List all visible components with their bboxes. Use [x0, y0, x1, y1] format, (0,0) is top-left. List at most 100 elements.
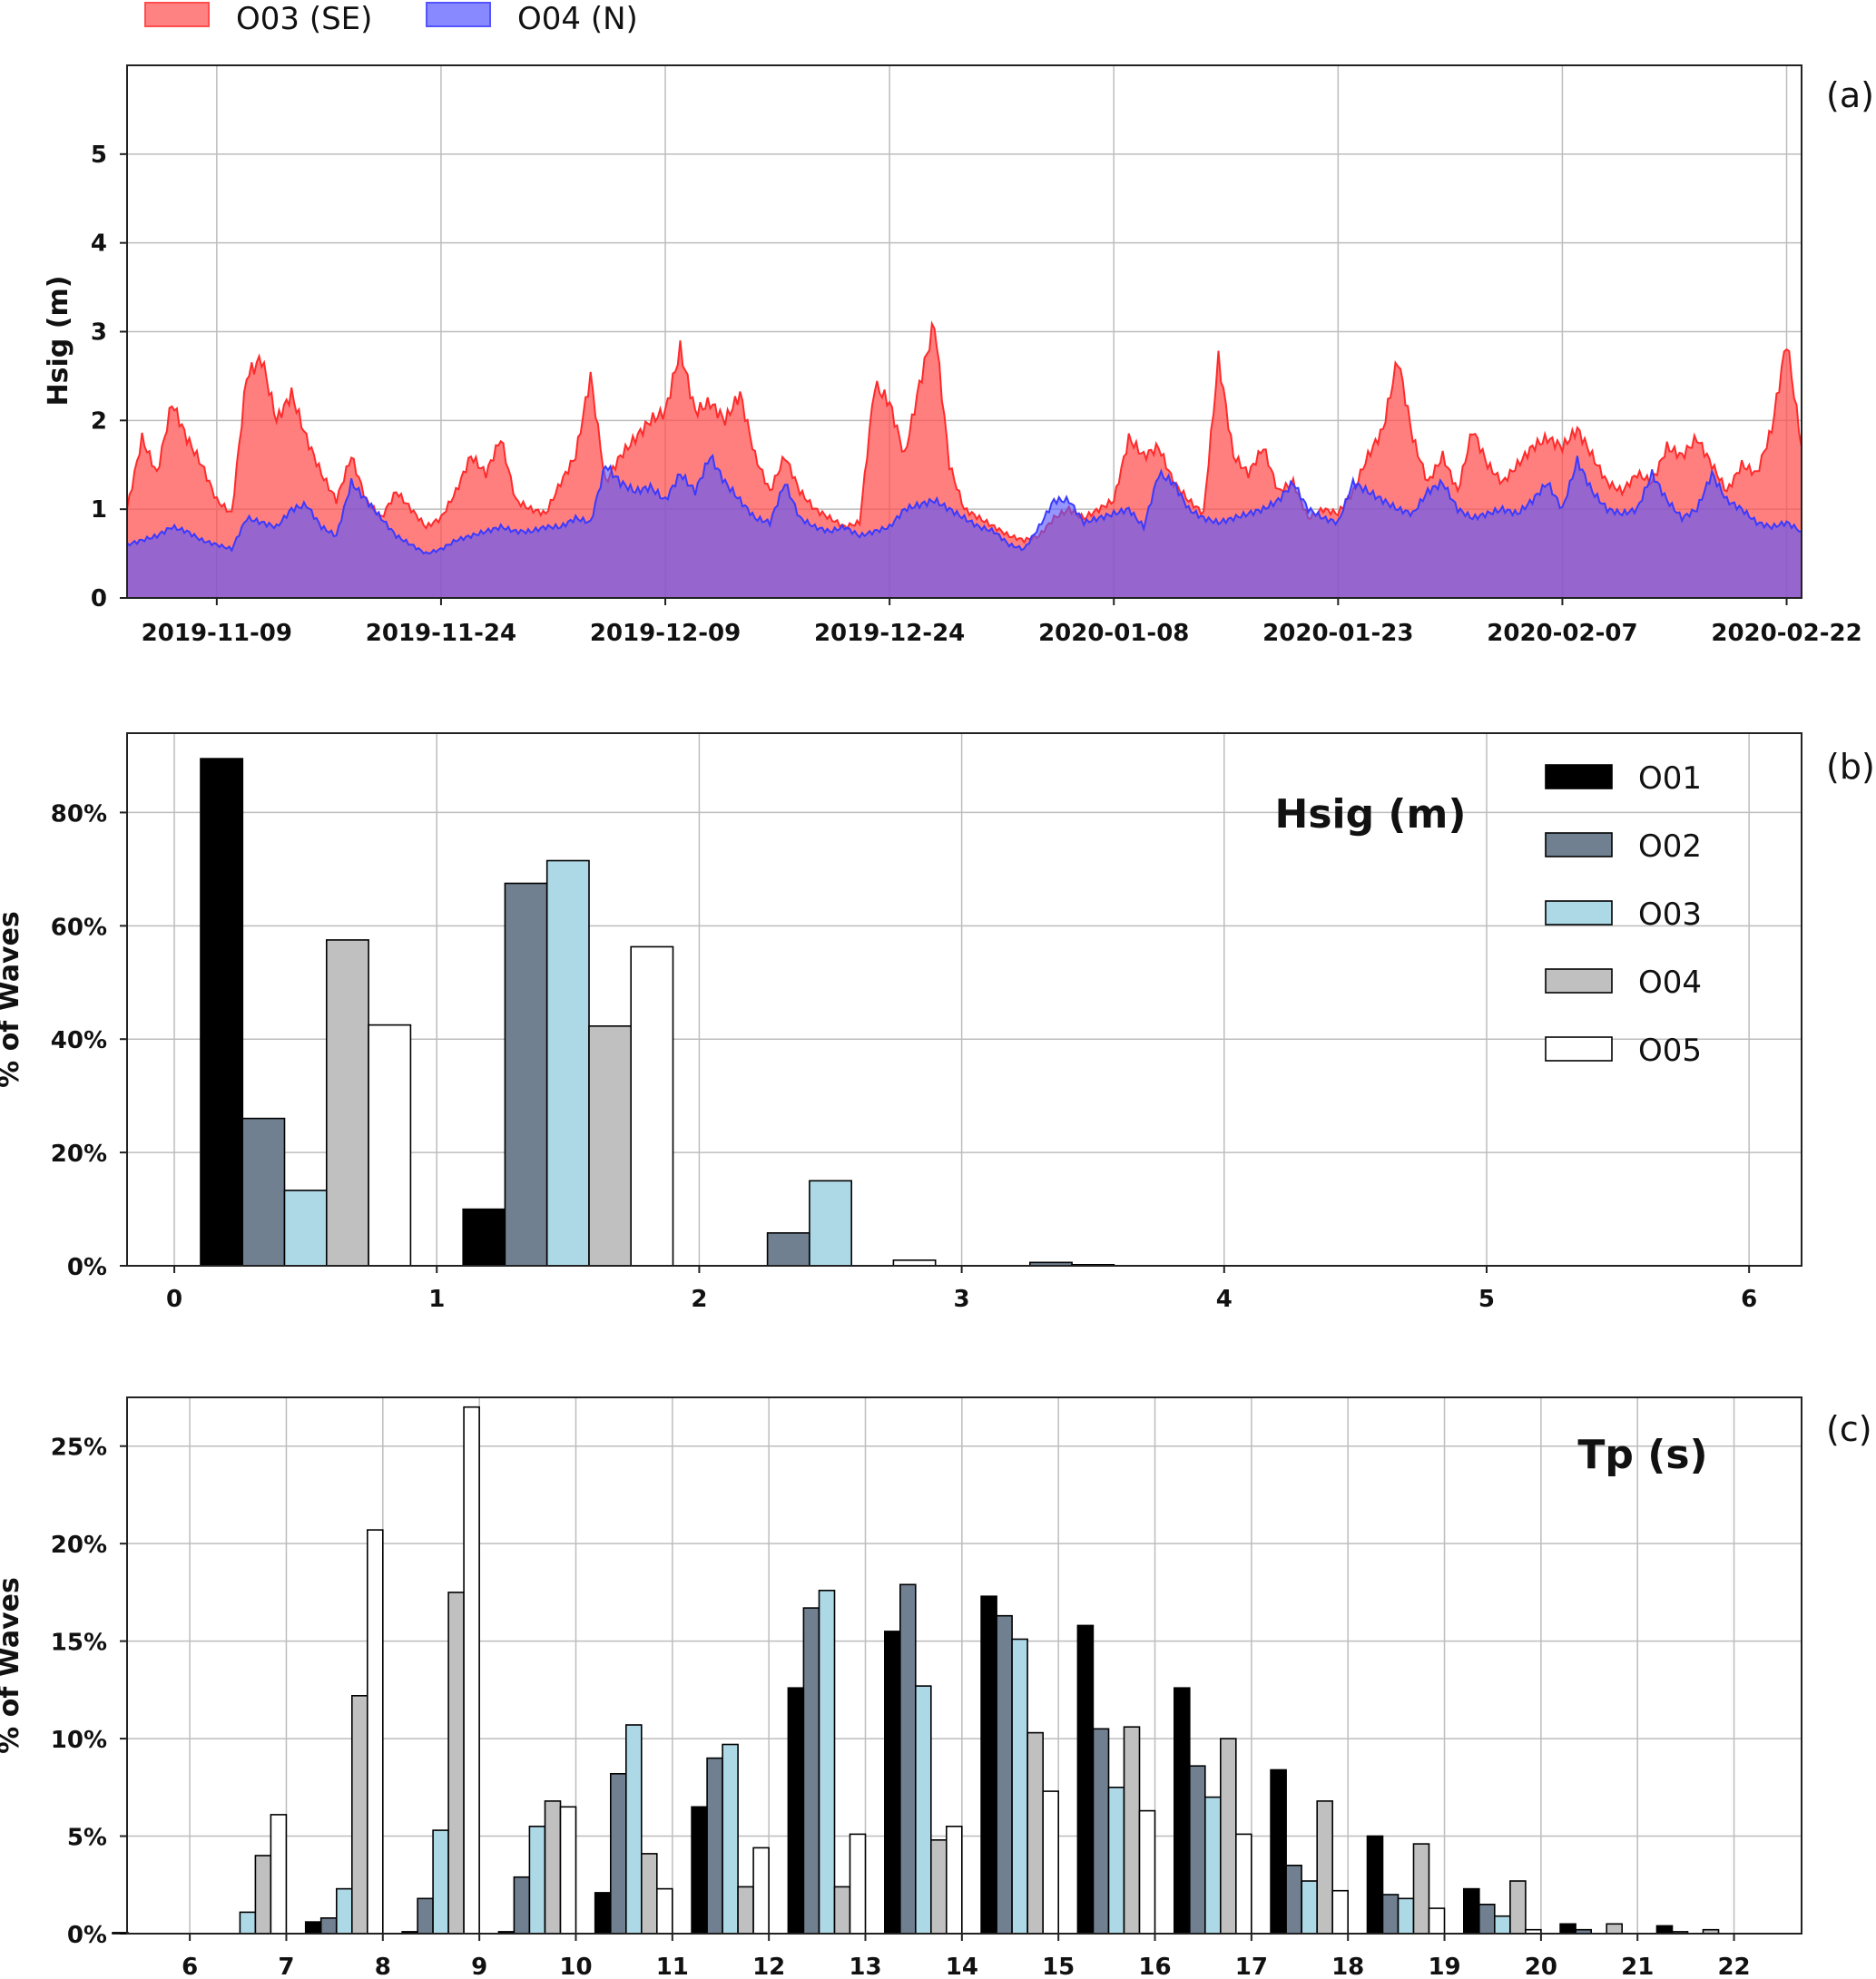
bar-o05-bin-16: [1235, 1833, 1252, 1935]
x-tick-label: 5: [1478, 1286, 1495, 1313]
bar-o02-bin-1: [504, 882, 548, 1267]
x-tick-label: 2019-11-24: [366, 620, 516, 647]
legend-label: O01: [1638, 760, 1702, 797]
bar-o04-bin-1: [588, 1025, 633, 1267]
bar-o03-bin-15: [1107, 1787, 1125, 1935]
legend-label: O05: [1638, 1033, 1702, 1069]
x-tick-label: 12: [752, 1954, 785, 1979]
bar-o05-bin-1: [630, 945, 674, 1267]
x-tick-label: 7: [278, 1954, 294, 1979]
plot-frame: [126, 732, 1802, 1267]
bar-o04-bin-7: [350, 1695, 368, 1935]
bar-o04-bin-9: [544, 1800, 562, 1935]
bar-o01-bin-20: [1559, 1923, 1576, 1935]
bar-o01-bin-12: [787, 1687, 805, 1935]
panel-c-tp-histogram: 6 7 8 9 10 11 12 13 14 15 16 17 18 19 20 21 22 0% 5% 10% 15%…: [0, 1396, 1802, 1979]
bar-o02-bin-2: [766, 1232, 810, 1267]
bar-o01-bin-1: [462, 1208, 506, 1267]
area-series-o04: [127, 456, 1802, 598]
y-tick-label: 5: [91, 142, 107, 169]
bar-o05-bin-12: [849, 1833, 867, 1935]
legend-swatch-o05: [1545, 1036, 1613, 1062]
bar-o02-bin-17: [1285, 1865, 1302, 1935]
bar-o04-bin-14: [1026, 1731, 1044, 1935]
y-tick-label: 0%: [67, 1254, 107, 1281]
bar-o01-bin-11: [691, 1806, 708, 1935]
bar-o01-bin-5: [112, 1932, 129, 1935]
legend-label: O03: [1638, 896, 1702, 933]
x-tick-label: 15: [1042, 1954, 1075, 1979]
legend-swatch-o04: [426, 2, 491, 27]
plot-frame: [126, 64, 1802, 599]
bar-o03-bin-6: [239, 1911, 257, 1935]
x-tick-label: 2020-02-07: [1487, 620, 1637, 647]
bar-o03-bin-2: [809, 1180, 853, 1267]
x-tick-label: 9: [471, 1954, 487, 1979]
bar-o04-bin-15: [1123, 1726, 1141, 1935]
x-tick-label: 6: [1741, 1286, 1757, 1313]
y-tick-label: 0%: [67, 1922, 107, 1949]
bar-o02-bin-16: [1189, 1765, 1206, 1935]
x-tick-label: 22: [1717, 1954, 1750, 1979]
plot-frame: [126, 1396, 1802, 1935]
bar-o05-bin-15: [1138, 1809, 1156, 1935]
bar-o05-bin-6: [270, 1814, 288, 1935]
y-tick-label: 25%: [51, 1435, 107, 1462]
x-tick-label: 2: [691, 1286, 707, 1313]
bar-o01-bin-21: [1655, 1925, 1674, 1935]
bar-o03-bin-8: [432, 1829, 449, 1935]
y-axis-label: % of Waves: [0, 911, 25, 1088]
y-tick-label: 20%: [51, 1532, 107, 1559]
y-tick-label: 20%: [51, 1141, 107, 1168]
bar-o05-bin-0: [368, 1024, 412, 1267]
panel-a-time-series: 2019-11-09 2019-11-24 2019-12-09 2019-12-24…: [43, 1, 1862, 647]
line-series-o04: [126, 454, 1802, 555]
x-tick-label: 6: [182, 1954, 198, 1979]
bar-o03-bin-19: [1494, 1915, 1511, 1935]
bar-o04-bin-10: [640, 1853, 658, 1935]
bar-o05-bin-13: [946, 1826, 963, 1935]
bar-o02-bin-15: [1092, 1728, 1110, 1935]
bar-o01-bin-13: [883, 1631, 901, 1935]
panel-label-b: (b): [1826, 747, 1875, 787]
legend-swatch-o01: [1545, 764, 1613, 789]
bar-o03-bin-9: [528, 1826, 546, 1935]
legend-swatch-o04: [1545, 968, 1613, 994]
bar-o03-bin-10: [624, 1724, 643, 1935]
y-axis-label: % of Waves: [0, 1577, 25, 1754]
bar-o05-bin-11: [752, 1847, 770, 1935]
bar-o03-bin-7: [335, 1887, 353, 1935]
y-tick-label: 0: [91, 585, 107, 612]
bar-o02-bin-19: [1478, 1904, 1496, 1935]
x-tick-label: 11: [656, 1954, 689, 1979]
legend-label: O03 (SE): [236, 1, 372, 37]
bar-o02-bin-0: [241, 1117, 286, 1267]
x-tick-label: 2020-01-23: [1262, 620, 1413, 647]
x-tick-label: 1: [428, 1286, 445, 1313]
bar-o05-bin-10: [655, 1887, 673, 1935]
bar-o03-bin-18: [1397, 1897, 1415, 1935]
y-tick-label: 5%: [67, 1825, 107, 1852]
legend-label: O04: [1638, 965, 1702, 1001]
chart-title: Hsig (m): [1275, 791, 1467, 838]
chart-title: Tp (s): [1577, 1432, 1707, 1478]
x-tick-label: 13: [849, 1954, 881, 1979]
x-tick-label: 4: [1216, 1286, 1233, 1313]
bar-o01-bin-19: [1463, 1887, 1480, 1935]
bar-o04-bin-16: [1220, 1738, 1237, 1935]
bar-o03-bin-14: [1011, 1638, 1028, 1935]
bar-o03-bin-17: [1301, 1880, 1318, 1935]
bar-o02-bin-12: [802, 1607, 820, 1935]
x-tick-label: 8: [375, 1954, 391, 1979]
x-tick-label: 2019-12-24: [814, 620, 965, 647]
bar-o02-bin-18: [1381, 1894, 1400, 1935]
bar-o01-bin-17: [1270, 1768, 1287, 1935]
bar-o02-bin-7: [319, 1917, 338, 1935]
bar-o05-bin-8: [463, 1406, 480, 1935]
line-series-o03: [126, 320, 1802, 544]
bar-o04-bin-20: [1606, 1923, 1623, 1935]
x-tick-label: 19: [1428, 1954, 1460, 1979]
bar-o02-bin-13: [899, 1583, 917, 1935]
bar-o04-bin-13: [930, 1839, 948, 1935]
